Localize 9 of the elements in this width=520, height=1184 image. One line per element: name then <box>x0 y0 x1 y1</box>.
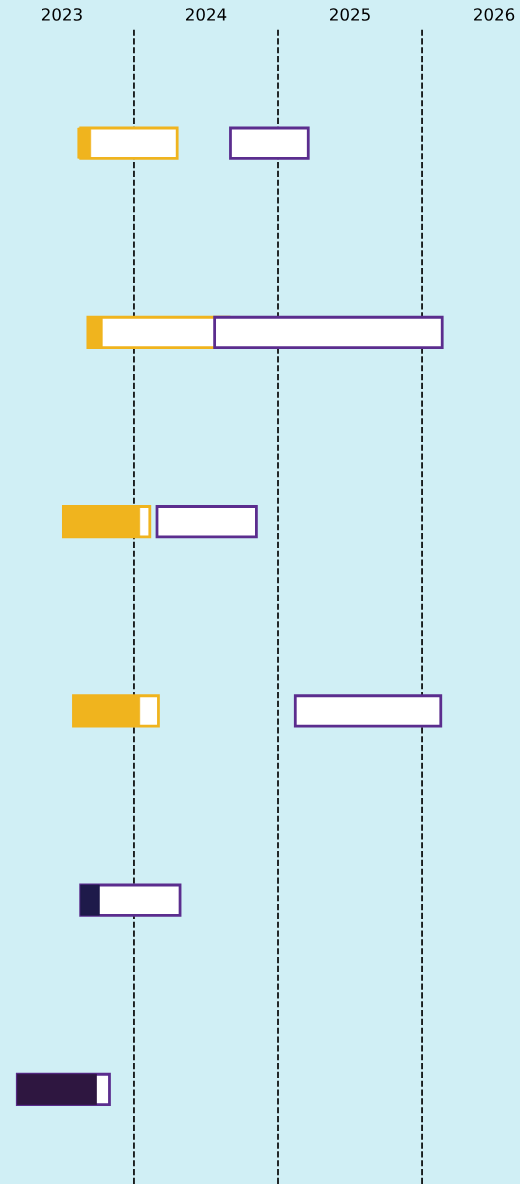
bar <box>155 505 258 539</box>
x-tick-label: 2026 <box>474 8 515 21</box>
x-tick-label: 2023 <box>41 8 82 21</box>
bar <box>80 884 100 916</box>
bar <box>293 694 443 728</box>
x-tick-label: 2025 <box>330 8 370 21</box>
x-tick-label: 2024 <box>186 8 227 21</box>
bar <box>229 126 310 160</box>
bar <box>16 1073 97 1105</box>
